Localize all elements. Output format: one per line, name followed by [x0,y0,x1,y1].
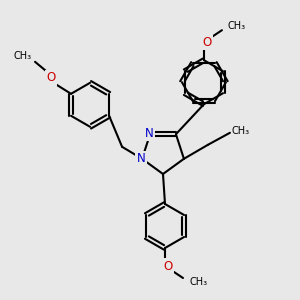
Text: O: O [202,36,212,49]
Text: N: N [137,152,146,165]
Text: O: O [164,260,172,272]
Text: CH₃: CH₃ [14,51,32,61]
Text: O: O [46,71,56,84]
Text: CH₃: CH₃ [232,126,250,136]
Text: CH₃: CH₃ [189,277,207,287]
Text: N: N [145,127,153,140]
Text: CH₃: CH₃ [228,21,246,31]
